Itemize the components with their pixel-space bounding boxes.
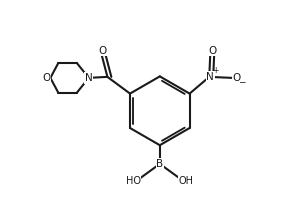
Text: −: − bbox=[238, 78, 246, 87]
Text: N: N bbox=[85, 73, 93, 83]
Text: O: O bbox=[98, 46, 107, 56]
Text: O: O bbox=[42, 73, 50, 83]
Text: HO: HO bbox=[126, 176, 141, 186]
Text: +: + bbox=[212, 66, 218, 75]
Text: N: N bbox=[207, 72, 214, 82]
Text: O: O bbox=[233, 73, 241, 83]
Text: B: B bbox=[156, 159, 163, 169]
Text: O: O bbox=[209, 46, 217, 56]
Text: OH: OH bbox=[179, 176, 194, 186]
